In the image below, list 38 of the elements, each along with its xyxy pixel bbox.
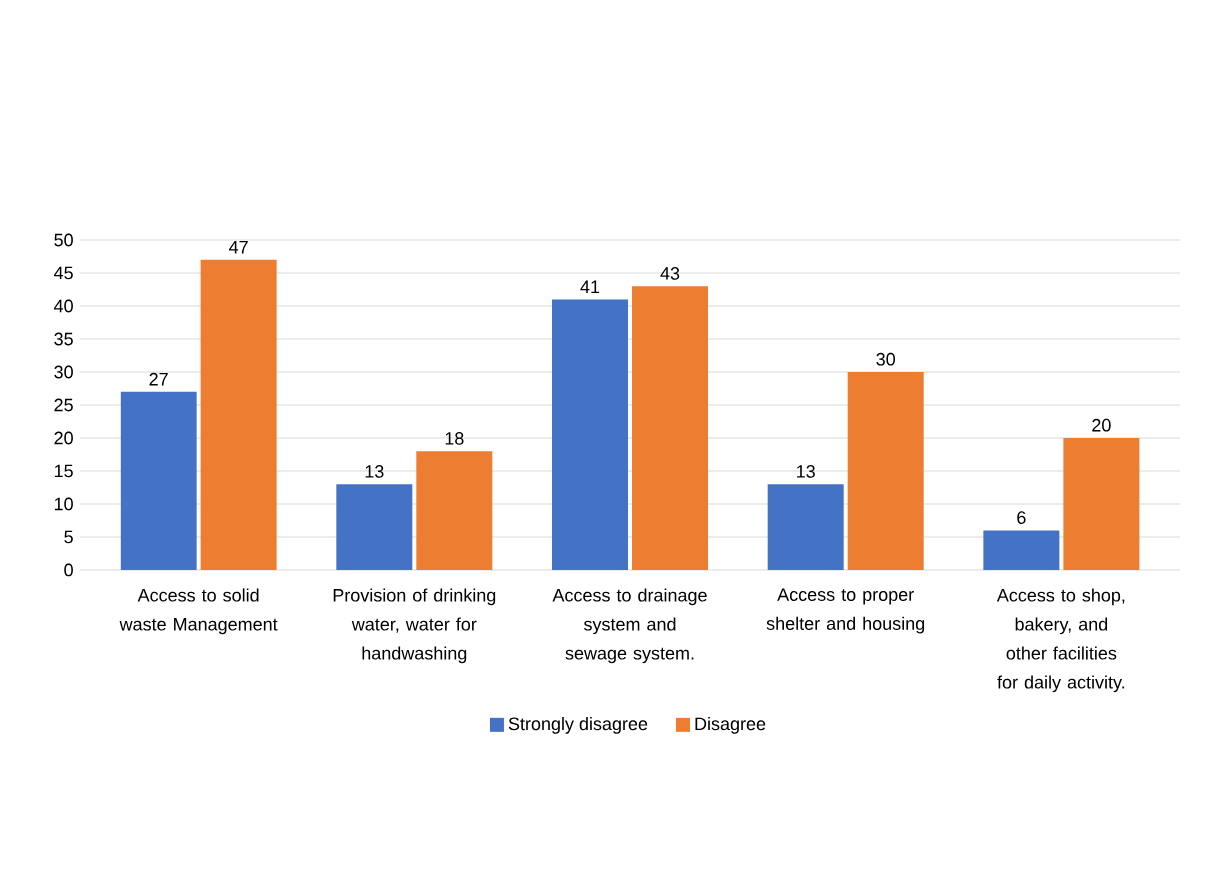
y-tick-label: 0 [64, 563, 73, 577]
bar [767, 484, 844, 570]
data-label: 41 [580, 280, 600, 293]
data-label: 6 [1017, 511, 1026, 524]
bar [552, 299, 629, 570]
data-label: 13 [365, 465, 384, 478]
data-label: 18 [445, 432, 464, 445]
data-label: 27 [149, 372, 168, 386]
y-tick-label: 10 [54, 497, 73, 511]
bar [336, 484, 413, 570]
y-tick-label: 25 [54, 398, 73, 412]
x-tick-label: Access to shop, bakery, and other facilities for daily activity. [996, 588, 1125, 693]
legend-label: Strongly disagree [508, 716, 648, 734]
x-tick-label: Provision of drinking water, water for handwashing [333, 588, 496, 664]
y-tick-label: 5 [64, 530, 73, 544]
data-label: 43 [660, 267, 680, 280]
bar [416, 451, 493, 570]
y-tick-label: 45 [54, 266, 73, 280]
x-tick-label: Access to drainage system and sewage system. [552, 588, 707, 664]
bar [847, 371, 924, 570]
data-label: 30 [876, 352, 896, 366]
bar [120, 391, 197, 570]
x-tick-label: Access to proper shelter and housing [766, 588, 925, 634]
bar [632, 286, 708, 570]
y-tick-label: 15 [54, 464, 73, 478]
y-tick-label: 35 [54, 332, 73, 346]
data-label: 20 [1092, 418, 1111, 432]
y-tick-label: 40 [54, 299, 73, 313]
y-tick-label: 30 [54, 365, 73, 379]
x-tick-label: Access to solid waste Management [119, 588, 278, 635]
y-tick-label: 50 [54, 233, 73, 247]
bar [1063, 437, 1140, 570]
bar [983, 530, 1060, 570]
data-label: 13 [797, 465, 815, 478]
y-tick-label: 20 [54, 431, 73, 445]
legend-label: Disagree [695, 716, 766, 734]
bar [200, 259, 277, 570]
data-label: 47 [229, 241, 248, 254]
